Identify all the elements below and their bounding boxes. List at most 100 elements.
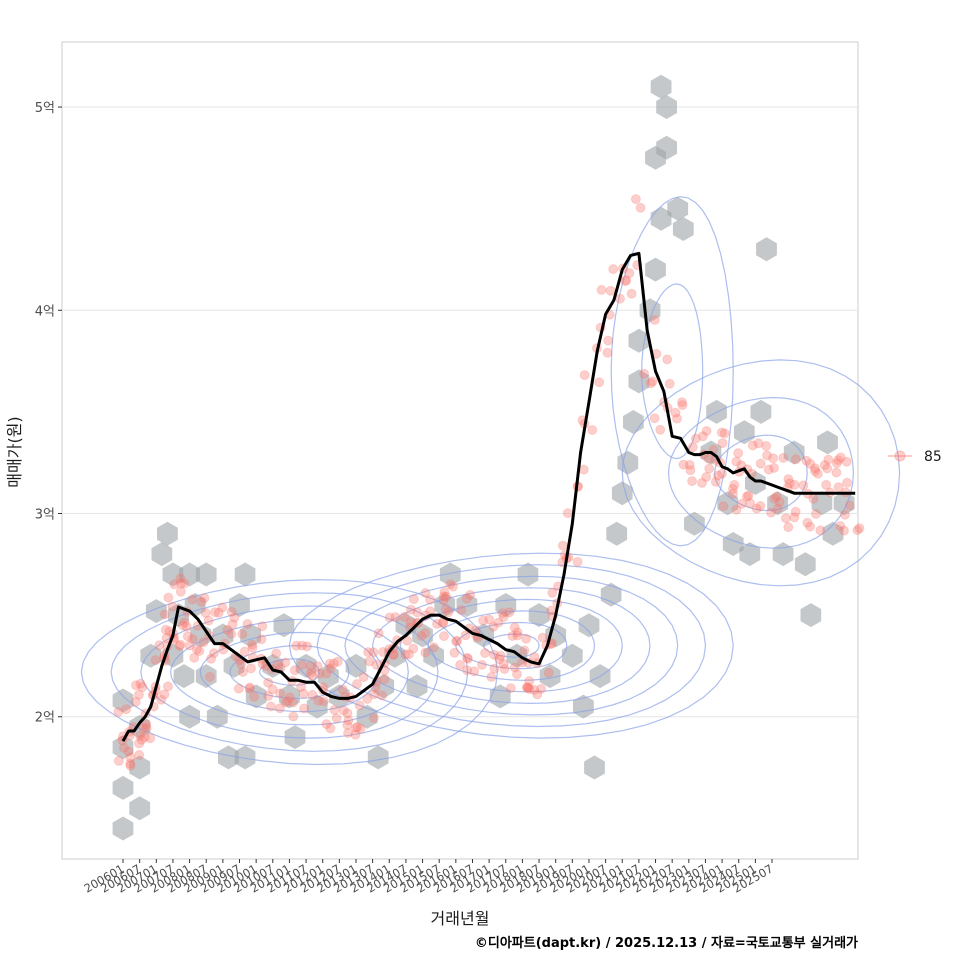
hexbin	[162, 562, 184, 587]
scatter-point	[678, 459, 689, 470]
hexbin	[112, 688, 134, 713]
scatter-point	[452, 635, 463, 646]
scatter-point	[445, 579, 456, 590]
hexbin	[112, 735, 134, 760]
scatter-point	[141, 722, 152, 733]
scatter-point	[198, 637, 209, 648]
scatter-point	[460, 630, 471, 641]
scatter-point	[272, 659, 283, 670]
scatter-point	[163, 592, 174, 603]
scatter-point	[363, 647, 374, 658]
hexbin	[767, 491, 788, 516]
hexbin	[584, 755, 605, 780]
hexbin	[722, 532, 744, 556]
scatter-point	[299, 703, 310, 714]
scatter-point	[355, 723, 366, 734]
scatter-point	[831, 458, 842, 469]
scatter-point	[499, 664, 510, 674]
scatter-point	[727, 488, 738, 499]
scatter-point	[131, 680, 141, 691]
scatter-point	[469, 666, 480, 677]
scatter-point	[690, 433, 701, 444]
scatter-point	[438, 591, 449, 602]
scatter-point	[769, 462, 779, 473]
hexbin	[240, 623, 261, 648]
scatter-point	[137, 682, 148, 693]
hexbin	[195, 562, 217, 587]
scatter-point	[321, 668, 332, 679]
scatter-point	[257, 621, 268, 632]
scatter-point	[265, 701, 276, 712]
scatter-point	[731, 456, 742, 467]
hexbin	[656, 135, 677, 160]
scatter-point	[537, 632, 548, 643]
scatter-point	[328, 658, 339, 669]
scatter-point	[236, 659, 247, 670]
scatter-point	[321, 719, 332, 730]
scatter-point	[284, 692, 295, 703]
scatter-point	[246, 663, 256, 674]
scatter-point	[125, 752, 136, 763]
scatter-point	[808, 493, 819, 504]
scatter-point	[343, 728, 354, 738]
hexbin	[129, 796, 151, 821]
hexbin	[234, 745, 256, 770]
scatter-point	[302, 641, 312, 652]
scatter-point	[121, 704, 132, 715]
scatter-point	[199, 593, 210, 604]
hexbin	[628, 369, 650, 394]
scatter-point	[602, 347, 613, 358]
hexbin	[539, 664, 561, 689]
scatter-point	[768, 453, 779, 464]
density-contour	[714, 434, 808, 512]
scatter-point	[271, 648, 282, 659]
scatter-point	[113, 755, 124, 766]
scatter-point	[731, 504, 742, 515]
scatter-point	[400, 649, 411, 660]
scatter-point	[213, 607, 224, 618]
scatter-point	[835, 521, 846, 531]
scatter-point	[512, 669, 522, 680]
scatter-point	[187, 634, 198, 645]
scatter-point	[823, 454, 834, 465]
scatter-point	[244, 683, 255, 694]
scatter-point	[547, 587, 558, 598]
scatter-point	[704, 463, 715, 474]
scatter-point	[275, 688, 286, 699]
scatter-point	[579, 370, 590, 381]
scatter-point	[822, 463, 833, 474]
scatter-point	[745, 498, 756, 509]
scatter-point	[329, 704, 340, 715]
scatter-point	[174, 641, 185, 651]
hexbin	[817, 430, 838, 455]
scatter-point	[819, 460, 830, 471]
scatter-point	[291, 640, 302, 651]
density-contour	[110, 592, 469, 752]
scatter-point	[772, 503, 783, 514]
density-contour	[199, 631, 380, 713]
scatter-point	[297, 640, 307, 651]
density-contour	[482, 633, 540, 658]
hexbin	[628, 328, 650, 353]
scatter-point	[247, 639, 258, 650]
scatter-point	[134, 689, 144, 700]
density-contour	[140, 605, 439, 739]
scatter-point	[645, 378, 656, 389]
hexbin	[112, 816, 134, 841]
scatter-point	[778, 452, 789, 463]
density-contour	[399, 598, 623, 693]
scatter-point	[408, 643, 419, 654]
scatter-point	[839, 525, 849, 536]
hexbin	[129, 755, 151, 780]
hexbin	[356, 704, 378, 729]
scatter-point	[790, 506, 801, 517]
density-contour	[80, 578, 499, 766]
scatter-point	[578, 464, 589, 475]
scatter-point	[854, 523, 865, 534]
scatter-point	[141, 719, 152, 730]
scatter-point	[753, 438, 764, 449]
scatter-point	[684, 459, 695, 470]
density-contour	[621, 359, 901, 587]
scatter-point	[743, 490, 754, 501]
